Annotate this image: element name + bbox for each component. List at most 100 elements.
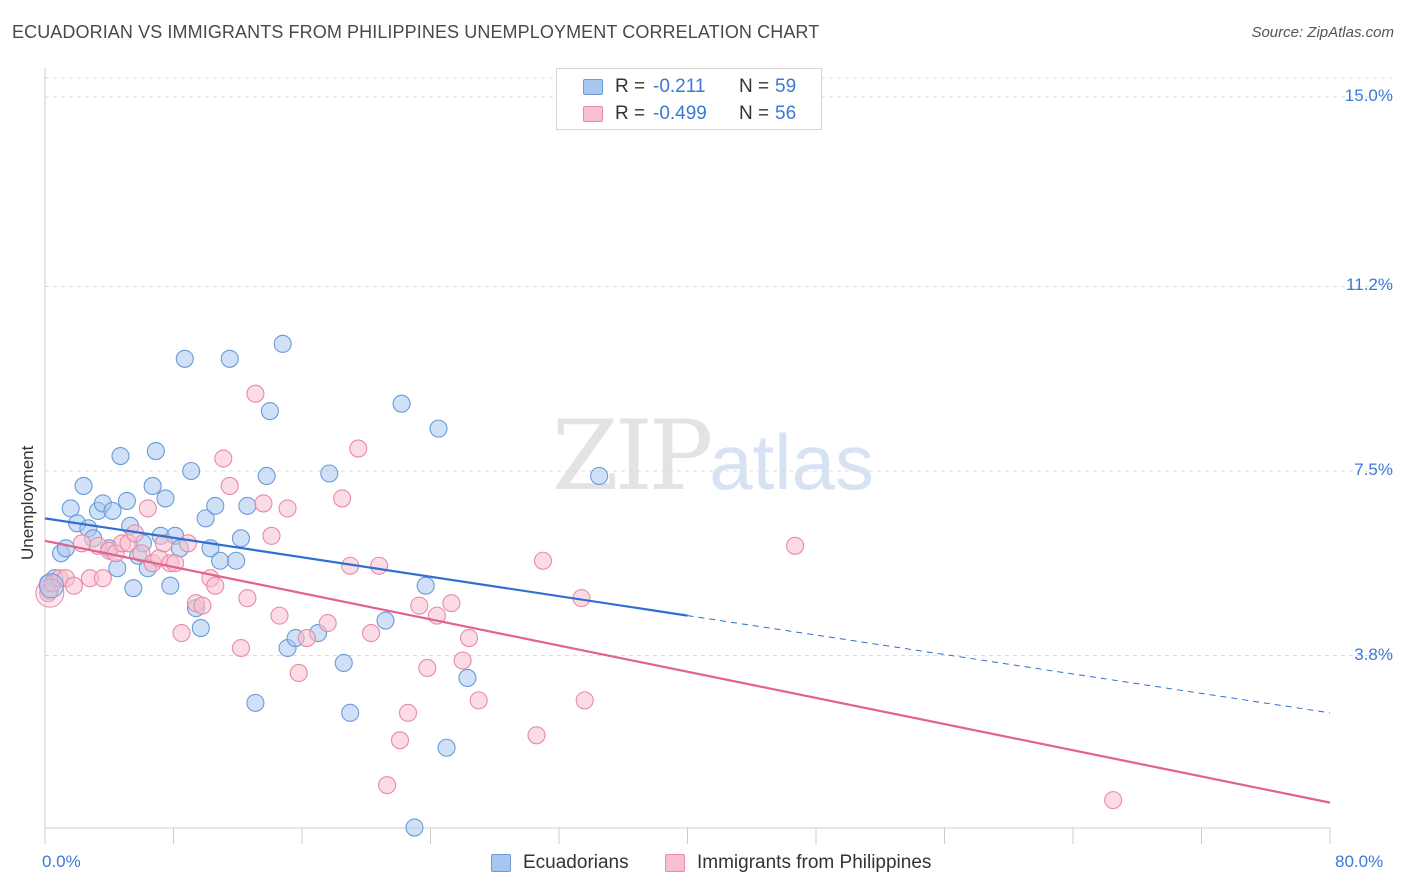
point-ecuadorians xyxy=(220,349,239,368)
point-philippines xyxy=(220,476,239,496)
point-ecuadorians xyxy=(238,496,257,515)
legend-swatch-philippines xyxy=(583,106,603,122)
point-philippines xyxy=(138,499,157,518)
series-swatch-philippines xyxy=(665,854,685,872)
point-philippines xyxy=(297,629,316,648)
point-philippines xyxy=(410,596,429,615)
y-tick-label: 15.0% xyxy=(1344,86,1393,105)
point-ecuadorians xyxy=(334,653,353,673)
series-legend-philippines[interactable]: Immigrants from Philippines xyxy=(665,852,931,874)
point-ecuadorians xyxy=(156,489,175,508)
point-ecuadorians xyxy=(191,619,210,638)
point-philippines xyxy=(154,534,173,553)
point-philippines xyxy=(64,576,83,595)
point-ecuadorians xyxy=(320,464,339,483)
source-label: Source: ZipAtlas.com xyxy=(1251,24,1394,41)
legend-n-label: N = xyxy=(739,76,770,97)
point-ecuadorians xyxy=(108,559,127,578)
legend-n-label: N = xyxy=(739,103,770,124)
trend-line-ecuadorians xyxy=(44,517,688,617)
legend-swatch-ecuadorians xyxy=(583,79,603,95)
axes xyxy=(44,68,1331,844)
point-philippines xyxy=(278,499,297,518)
x-tick-label: 0.0% xyxy=(42,852,81,871)
point-ecuadorians xyxy=(117,491,136,510)
point-ecuadorians xyxy=(124,579,143,598)
point-philippines xyxy=(93,569,112,588)
point-philippines xyxy=(178,534,198,553)
point-philippines xyxy=(390,731,410,750)
legend-n-value: 56 xyxy=(775,103,797,124)
watermark-atlas: atlas xyxy=(709,418,874,506)
x-tick-label: 80.0% xyxy=(1335,852,1384,871)
point-ecuadorians xyxy=(341,703,360,722)
point-ecuadorians xyxy=(182,461,201,481)
point-ecuadorians xyxy=(146,442,165,461)
point-ecuadorians xyxy=(38,573,64,599)
point-ecuadorians xyxy=(74,476,93,496)
point-philippines xyxy=(254,494,273,513)
point-ecuadorians xyxy=(273,334,292,353)
point-philippines xyxy=(231,638,251,658)
watermark-zip: ZIP xyxy=(552,400,713,512)
trend-line-philippines xyxy=(44,539,1331,804)
point-philippines xyxy=(786,536,805,555)
legend-r-label: R = xyxy=(615,103,646,124)
chart-title: ECUADORIAN VS IMMIGRANTS FROM PHILIPPINE… xyxy=(12,22,820,42)
point-ecuadorians xyxy=(143,476,162,496)
point-philippines xyxy=(172,624,191,643)
point-philippines xyxy=(333,489,352,508)
point-philippines xyxy=(453,651,472,670)
watermark: ZIPatlas xyxy=(552,400,874,512)
point-ecuadorians xyxy=(376,611,395,630)
point-philippines xyxy=(527,726,546,745)
point-philippines xyxy=(1104,791,1123,810)
point-ecuadorians xyxy=(392,394,411,413)
point-philippines xyxy=(246,384,265,403)
point-ecuadorians xyxy=(257,466,276,486)
point-philippines xyxy=(378,776,397,795)
point-philippines xyxy=(575,691,594,710)
point-philippines xyxy=(193,596,212,615)
point-ecuadorians xyxy=(458,668,477,687)
point-ecuadorians xyxy=(111,446,130,466)
series-swatch-ecuadorians xyxy=(491,854,511,872)
y-axis-label: Unemployment xyxy=(18,445,37,560)
point-ecuadorians xyxy=(196,509,215,528)
point-philippines xyxy=(270,606,289,625)
point-philippines xyxy=(318,614,337,633)
point-philippines xyxy=(289,663,308,683)
legend-row-ecuadorians: R = -0.211 N = 59 xyxy=(583,75,796,99)
point-ecuadorians xyxy=(61,499,80,518)
point-philippines xyxy=(370,556,389,575)
grid-lines xyxy=(45,77,1392,657)
legend-row-philippines: R = -0.499 N = 56 xyxy=(583,102,796,126)
trend-lines xyxy=(44,517,1331,804)
series-legend: Ecuadorians Immigrants from Philippines xyxy=(0,852,1406,876)
y-tick-label: 3.8% xyxy=(1354,644,1393,664)
point-ecuadorians xyxy=(206,496,225,515)
legend-r-label: R = xyxy=(615,76,646,97)
point-philippines xyxy=(362,624,381,643)
point-philippines xyxy=(35,578,65,608)
point-philippines xyxy=(533,551,552,570)
series-legend-ecuadorians[interactable]: Ecuadorians xyxy=(491,852,629,874)
series-legend-label: Ecuadorians xyxy=(523,852,629,873)
point-philippines xyxy=(206,576,225,595)
point-philippines xyxy=(469,691,488,710)
point-ecuadorians xyxy=(56,539,75,558)
point-philippines xyxy=(398,703,418,722)
point-ecuadorians xyxy=(246,693,265,712)
point-ecuadorians xyxy=(175,349,194,368)
correlation-legend: R = -0.211 N = 59 R = -0.499 N = 56 xyxy=(556,68,822,130)
point-ecuadorians xyxy=(260,402,279,421)
legend-r-value: -0.499 xyxy=(653,103,707,124)
y-tick-label: 7.5% xyxy=(1354,460,1393,479)
legend-n-value: 59 xyxy=(775,76,797,97)
point-ecuadorians xyxy=(416,576,435,595)
y-tick-label: 11.2% xyxy=(1346,275,1393,295)
point-ecuadorians xyxy=(231,529,251,548)
series-legend-label: Immigrants from Philippines xyxy=(697,852,932,873)
point-ecuadorians xyxy=(590,466,609,486)
